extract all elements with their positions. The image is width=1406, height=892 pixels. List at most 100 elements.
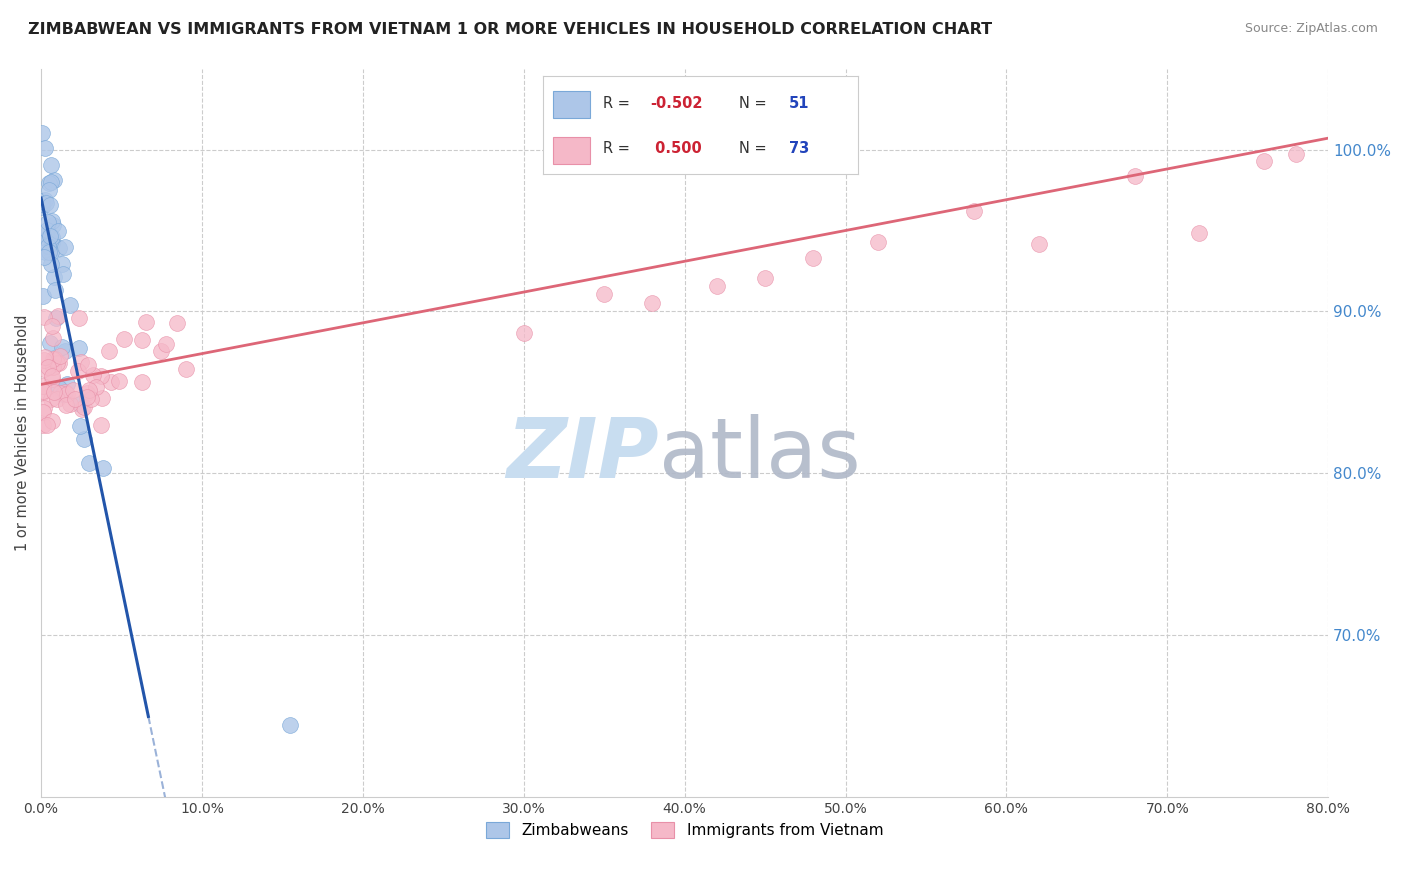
- Point: [34, 350, 56, 364]
- Point: [63, 392, 86, 407]
- Text: ZIMBABWEAN VS IMMIGRANTS FROM VIETNAM 1 OR MORE VEHICLES IN HOUSEHOLD CORRELATIO: ZIMBABWEAN VS IMMIGRANTS FROM VIETNAM 1 …: [28, 22, 993, 37]
- Point: [56, 377, 79, 392]
- Point: [37, 214, 59, 228]
- Point: [49, 349, 72, 363]
- Point: [90, 369, 112, 384]
- Point: [51, 340, 73, 354]
- Point: [73, 432, 96, 446]
- Point: [46, 224, 69, 238]
- Point: [513, 326, 536, 341]
- Point: [39, 175, 62, 189]
- Point: [79, 457, 101, 471]
- Point: [801, 251, 824, 265]
- Point: [38, 245, 60, 260]
- Point: [31, 417, 53, 432]
- Point: [90, 417, 112, 432]
- Point: [963, 204, 986, 219]
- Point: [35, 232, 58, 246]
- Point: [42, 269, 65, 284]
- Point: [76, 358, 98, 372]
- Point: [62, 383, 84, 397]
- Point: [1285, 147, 1308, 161]
- Point: [52, 386, 75, 401]
- Point: [44, 385, 66, 400]
- Point: [45, 392, 67, 406]
- Point: [131, 333, 153, 347]
- Point: [31, 405, 53, 419]
- Point: [39, 158, 62, 172]
- Text: ZIP: ZIP: [506, 415, 659, 495]
- Point: [56, 386, 79, 401]
- Point: [32, 289, 55, 303]
- Point: [100, 375, 122, 389]
- Point: [37, 359, 59, 374]
- Point: [166, 316, 188, 330]
- Point: [73, 400, 96, 414]
- Point: [37, 223, 59, 237]
- Point: [41, 372, 63, 386]
- Point: [86, 379, 108, 393]
- Point: [91, 460, 114, 475]
- Point: [39, 245, 62, 260]
- Point: [67, 341, 90, 355]
- Point: [77, 383, 100, 397]
- Point: [41, 214, 63, 228]
- Point: [149, 344, 172, 359]
- Point: [42, 351, 65, 366]
- Point: [52, 267, 75, 281]
- Point: [72, 401, 94, 416]
- Point: [76, 386, 98, 401]
- Point: [90, 391, 112, 405]
- Point: [38, 183, 60, 197]
- Point: [1028, 237, 1050, 252]
- Point: [32, 401, 55, 416]
- Point: [97, 344, 120, 359]
- Point: [59, 298, 82, 312]
- Point: [44, 351, 66, 366]
- Point: [42, 331, 65, 345]
- Point: [31, 384, 53, 398]
- Point: [69, 397, 91, 411]
- Point: [112, 333, 135, 347]
- Point: [35, 227, 58, 242]
- Point: [48, 381, 70, 395]
- Point: [41, 318, 63, 333]
- Point: [45, 310, 67, 325]
- Point: [41, 360, 63, 375]
- Point: [38, 197, 60, 211]
- Text: atlas: atlas: [659, 415, 860, 495]
- Point: [280, 717, 302, 731]
- Point: [31, 194, 53, 208]
- Legend: Zimbabweans, Immigrants from Vietnam: Zimbabweans, Immigrants from Vietnam: [479, 816, 890, 845]
- Point: [31, 200, 53, 214]
- Point: [31, 379, 53, 393]
- Point: [42, 218, 65, 232]
- Point: [67, 364, 90, 378]
- Point: [42, 172, 65, 186]
- Point: [53, 240, 76, 254]
- Point: [45, 356, 67, 370]
- Point: [34, 194, 56, 208]
- Text: Source: ZipAtlas.com: Source: ZipAtlas.com: [1244, 22, 1378, 36]
- Point: [55, 384, 77, 399]
- Point: [82, 368, 104, 383]
- Point: [866, 235, 889, 250]
- Point: [70, 355, 93, 369]
- Point: [55, 343, 77, 358]
- Point: [67, 310, 90, 325]
- Point: [706, 279, 728, 293]
- Point: [49, 386, 72, 401]
- Point: [41, 414, 63, 428]
- Point: [31, 126, 53, 140]
- Point: [48, 241, 70, 255]
- Point: [37, 239, 59, 253]
- Point: [39, 336, 62, 351]
- Y-axis label: 1 or more Vehicles in Household: 1 or more Vehicles in Household: [15, 315, 30, 551]
- Point: [41, 235, 63, 250]
- Point: [1253, 153, 1275, 168]
- Point: [32, 353, 55, 368]
- Point: [34, 141, 56, 155]
- Point: [39, 228, 62, 243]
- Point: [44, 283, 66, 297]
- Point: [35, 417, 58, 432]
